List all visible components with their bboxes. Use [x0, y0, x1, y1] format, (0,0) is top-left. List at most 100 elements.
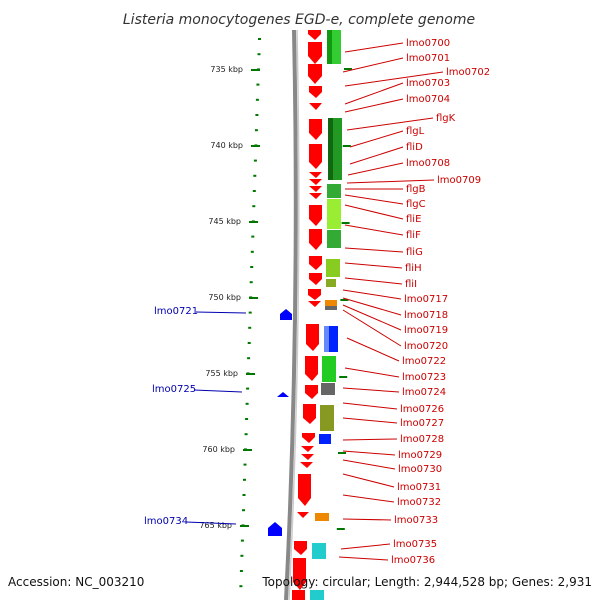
callout-line — [342, 57, 404, 73]
gene-label[interactable]: lmo0736 — [391, 555, 435, 566]
gene-arrow-icon[interactable] — [308, 301, 321, 307]
gene-label[interactable]: lmo0717 — [404, 294, 448, 305]
gene-label[interactable]: lmo0725 — [152, 384, 196, 395]
gene-label[interactable]: flgC — [406, 199, 426, 210]
reverse-gene-icon[interactable] — [277, 392, 289, 397]
gene-arrow-icon[interactable] — [305, 356, 318, 381]
gene-label[interactable]: lmo0719 — [404, 325, 448, 336]
scale-tick: 740 kbp — [210, 141, 260, 150]
scale-label: 740 kbp — [210, 141, 243, 150]
gene-label[interactable]: fliE — [406, 214, 421, 225]
minor-tick — [257, 53, 261, 56]
minor-ticks — [239, 38, 352, 588]
minor-tick — [247, 342, 251, 344]
minor-tick — [242, 509, 245, 512]
gene-arrow-icon[interactable] — [309, 273, 322, 285]
gene-label[interactable]: lmo0726 — [400, 404, 444, 415]
callout-line — [342, 417, 398, 424]
gene-arrow-icon[interactable] — [302, 433, 315, 443]
scale-ruler: 735 kbp 740 kbp 745 kbp 750 kbp 755 kbp … — [199, 38, 352, 588]
gene-label[interactable]: lmo0734 — [144, 516, 188, 527]
forward-strand-track — [292, 30, 322, 600]
gene-arrow-icon[interactable] — [293, 558, 306, 590]
gene-label[interactable]: flgL — [406, 126, 425, 137]
gene-label[interactable]: lmo0708 — [406, 158, 450, 169]
gene-label[interactable]: lmo0700 — [406, 38, 450, 49]
gene-arrow-icon[interactable] — [309, 205, 322, 226]
gene-arrow-icon[interactable] — [309, 186, 322, 192]
gene-arrow-icon[interactable] — [297, 512, 309, 518]
minor-tick — [252, 205, 256, 208]
gene-label[interactable]: lmo0720 — [404, 341, 448, 352]
gene-arrow-icon[interactable] — [309, 144, 322, 169]
gene-arrow-icon[interactable] — [309, 103, 322, 110]
gene-label[interactable]: fliH — [405, 263, 422, 274]
gene-label[interactable]: fliI — [405, 279, 417, 290]
gene-arrow-icon[interactable] — [298, 474, 311, 506]
gene-label[interactable]: lmo0723 — [402, 372, 446, 383]
gene-label[interactable]: lmo0701 — [406, 53, 450, 64]
gene-arrow-icon[interactable] — [308, 289, 321, 300]
gene-arrow-icon[interactable] — [309, 179, 322, 185]
minor-tick — [245, 402, 249, 405]
minor-tick — [244, 433, 248, 436]
gene-arrow-icon[interactable] — [292, 590, 305, 600]
gene-label[interactable]: lmo0730 — [398, 464, 442, 475]
gene-arrow-icon[interactable] — [300, 462, 313, 468]
minor-tick — [342, 145, 351, 147]
gene-arrow-icon[interactable] — [309, 119, 322, 140]
gene-arrow-icon[interactable] — [308, 64, 322, 84]
reverse-gene-icon[interactable] — [268, 522, 282, 536]
callout-line — [344, 194, 404, 205]
minor-tick — [245, 418, 249, 420]
callout-line — [338, 556, 389, 561]
gene-arrow-icon[interactable] — [308, 42, 322, 64]
gene-label[interactable]: lmo0704 — [406, 94, 450, 105]
gene-label[interactable]: lmo0722 — [402, 356, 446, 367]
gene-label[interactable]: lmo0709 — [437, 175, 481, 186]
minor-tick — [255, 98, 259, 101]
reverse-gene-icon[interactable] — [280, 309, 292, 320]
minor-tick — [240, 554, 244, 557]
gene-arrow-icon[interactable] — [309, 193, 322, 199]
gene-label[interactable]: lmo0724 — [402, 387, 446, 398]
minor-tick — [247, 357, 251, 360]
gene-arrow-icon[interactable] — [309, 229, 322, 250]
gene-arrow-icon[interactable] — [301, 446, 314, 452]
genome-backbone — [284, 29, 298, 600]
gene-label[interactable]: lmo0733 — [394, 515, 438, 526]
gene-label[interactable]: lmo0735 — [393, 539, 437, 550]
gene-label[interactable]: lmo0727 — [400, 418, 444, 429]
gene-label[interactable]: fliG — [406, 247, 423, 258]
callout-line — [340, 543, 391, 550]
callout-line — [342, 518, 392, 521]
gene-arrow-icon[interactable] — [303, 404, 316, 424]
reverse-strand-track — [268, 309, 292, 536]
gene-arrow-icon[interactable] — [306, 324, 319, 351]
scale-label: 755 kbp — [205, 369, 238, 378]
gene-label[interactable]: lmo0729 — [398, 450, 442, 461]
gene-label[interactable]: fliD — [406, 142, 423, 153]
gene-label[interactable]: lmo0721 — [154, 306, 198, 317]
gene-label[interactable]: lmo0731 — [397, 482, 441, 493]
minor-tick — [249, 296, 253, 299]
gene-arrow-icon[interactable] — [305, 385, 318, 399]
gene-label[interactable]: fliF — [406, 230, 421, 241]
gene-label[interactable]: lmo0728 — [400, 434, 444, 445]
gene-arrow-icon[interactable] — [309, 172, 322, 178]
minor-tick — [246, 372, 250, 375]
gene-label[interactable]: lmo0702 — [446, 67, 490, 78]
gene-label[interactable]: lmo0703 — [406, 78, 450, 89]
gene-arrow-icon[interactable] — [301, 454, 314, 460]
callout-line — [344, 82, 404, 105]
gene-arrow-icon[interactable] — [309, 256, 322, 270]
gene-arrow-icon[interactable] — [294, 541, 307, 555]
gene-label[interactable]: flgB — [406, 184, 426, 195]
category-track — [310, 30, 342, 600]
gene-arrow-icon[interactable] — [308, 30, 321, 40]
callout-line — [342, 450, 396, 456]
gene-label[interactable]: lmo0732 — [397, 497, 441, 508]
gene-arrow-icon[interactable] — [309, 86, 322, 98]
gene-label[interactable]: lmo0718 — [404, 310, 448, 321]
gene-label[interactable]: flgK — [436, 113, 456, 124]
